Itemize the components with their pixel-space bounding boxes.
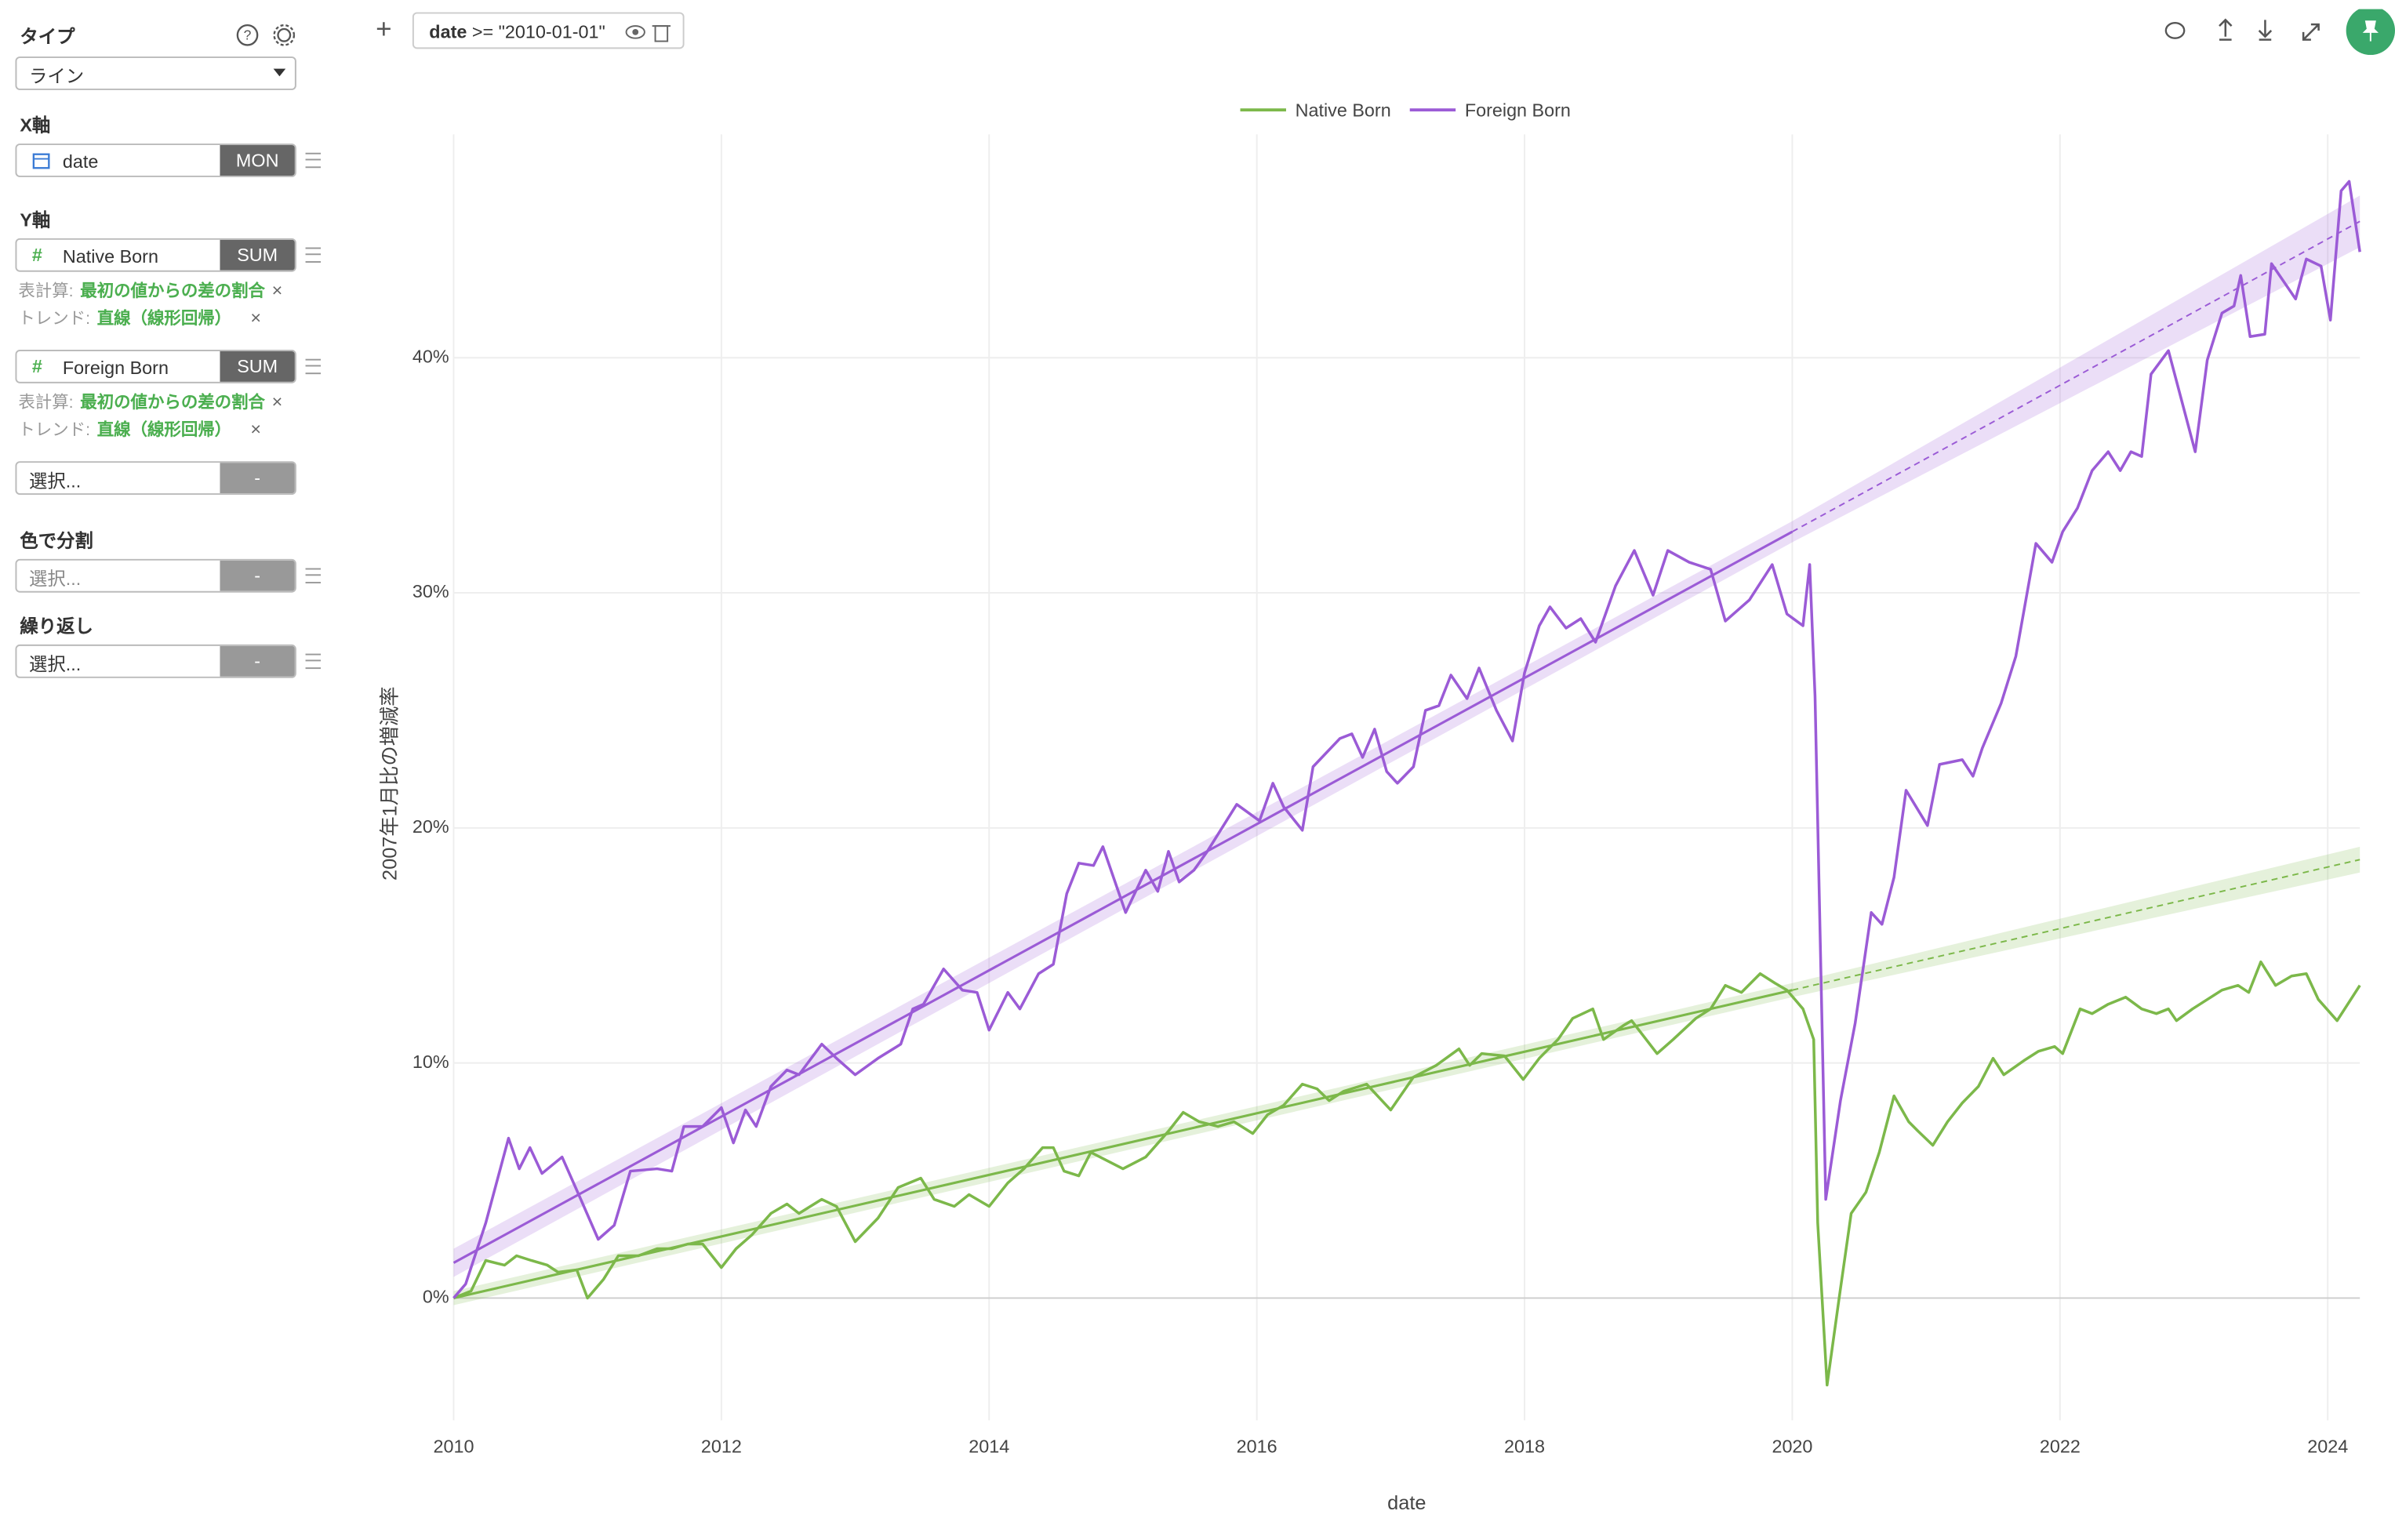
agg: - [220, 463, 295, 494]
filter-chip[interactable]: date >= "2010-01-01" [412, 12, 685, 49]
trend-row: トレンド: 直線（線形回帰） × [18, 304, 261, 332]
repeat-select[interactable]: 選択... - [15, 644, 296, 678]
trend-label: トレンド: [18, 421, 91, 440]
y-tick-label: 10% [412, 1051, 449, 1072]
add-filter[interactable]: + [376, 13, 392, 45]
x-axis-title: date [1387, 1492, 1426, 1514]
y-axis-label: Y軸 [20, 209, 51, 231]
placeholder: 選択... [29, 568, 82, 590]
remove-icon[interactable]: × [271, 390, 283, 412]
y-field-name: Native Born [62, 245, 158, 267]
legend-label: Native Born [1296, 100, 1391, 120]
y-agg[interactable]: SUM [220, 239, 295, 271]
agg: - [220, 560, 295, 591]
y-tick-label: 30% [412, 581, 449, 601]
calc-row: 表計算: 最初の値からの差の割合 × [18, 277, 282, 304]
calc-label: 表計算: [18, 394, 74, 412]
trend-line [1792, 859, 2360, 991]
trend-band [453, 195, 2360, 1277]
type-dropdown[interactable]: ライン [15, 56, 296, 90]
placeholder: 選択... [29, 653, 82, 675]
repeat-label: 繰り返し [20, 615, 93, 637]
agg: - [220, 645, 295, 677]
sidebar: タイプ ? ライン X軸 date MON Y軸 # Native Born S… [0, 0, 340, 1540]
trend-value[interactable]: 直線（線形回帰） [96, 421, 232, 440]
remove-icon[interactable]: × [250, 307, 262, 329]
calc-row: 表計算: 最初の値からの差の割合 × [18, 388, 282, 416]
remove-icon[interactable]: × [271, 279, 283, 301]
trend-line [452, 530, 1794, 1264]
menu-icon[interactable] [305, 653, 322, 670]
trend-line [1791, 220, 2360, 532]
trend-value[interactable]: 直線（線形回帰） [96, 310, 232, 329]
x-axis-label: X軸 [20, 114, 51, 136]
legend-label: Foreign Born [1465, 100, 1571, 120]
y-tick-label: 40% [412, 346, 449, 366]
help-settings-icons[interactable]: ? [235, 21, 303, 49]
x-agg[interactable]: MON [220, 145, 295, 176]
y-field[interactable]: # Foreign Born SUM [15, 350, 296, 383]
menu-icon[interactable] [305, 152, 322, 169]
y-agg[interactable]: SUM [220, 350, 295, 382]
y-axis-title: 2007年1月比の増減率 [379, 686, 401, 881]
menu-icon[interactable] [305, 568, 322, 584]
remove-icon[interactable]: × [250, 418, 262, 440]
placeholder: 選択... [29, 470, 82, 492]
x-tick-label: 2024 [2307, 1436, 2348, 1457]
x-tick-label: 2016 [1237, 1436, 1277, 1457]
x-tick-label: 2018 [1504, 1436, 1545, 1457]
x-tick-label: 2022 [2040, 1436, 2081, 1457]
trend-row: トレンド: 直線（線形回帰） × [18, 416, 261, 443]
y-field[interactable]: # Native Born SUM [15, 238, 296, 272]
y-tick-label: 0% [423, 1287, 449, 1307]
type-label: タイプ [20, 26, 75, 48]
series-line [452, 960, 2361, 1387]
color-label: 色で分割 [20, 529, 93, 552]
trend-band [453, 846, 2360, 1306]
x-tick-label: 2010 [433, 1436, 474, 1457]
filter-expr: >= "2010-01-01" [471, 21, 605, 43]
calendar-icon [32, 153, 50, 169]
filter-icons [625, 25, 671, 42]
y-tick-label: 20% [412, 816, 449, 837]
menu-icon[interactable] [305, 358, 322, 375]
trend-label: トレンド: [18, 310, 91, 329]
calc-value[interactable]: 最初の値からの差の割合 [80, 282, 265, 301]
menu-icon[interactable] [305, 247, 322, 263]
filter-field: date [429, 21, 467, 43]
calc-label: 表計算: [18, 282, 74, 301]
x-tick-label: 2020 [1772, 1436, 1812, 1457]
extra-select[interactable]: 選択... - [15, 461, 296, 496]
svg-text:?: ? [244, 27, 252, 42]
type-value: ライン [29, 65, 85, 88]
x-tick-label: 2014 [969, 1436, 1009, 1457]
x-field[interactable]: date MON [15, 143, 296, 177]
x-tick-label: 2012 [701, 1436, 742, 1457]
x-field-name: date [62, 151, 99, 173]
series-line [452, 180, 2361, 1299]
calc-value[interactable]: 最初の値からの差の割合 [80, 394, 265, 412]
y-field-name: Foreign Born [62, 357, 169, 380]
color-select[interactable]: 選択... - [15, 558, 296, 593]
toolbar-icons[interactable] [2153, 9, 2395, 56]
